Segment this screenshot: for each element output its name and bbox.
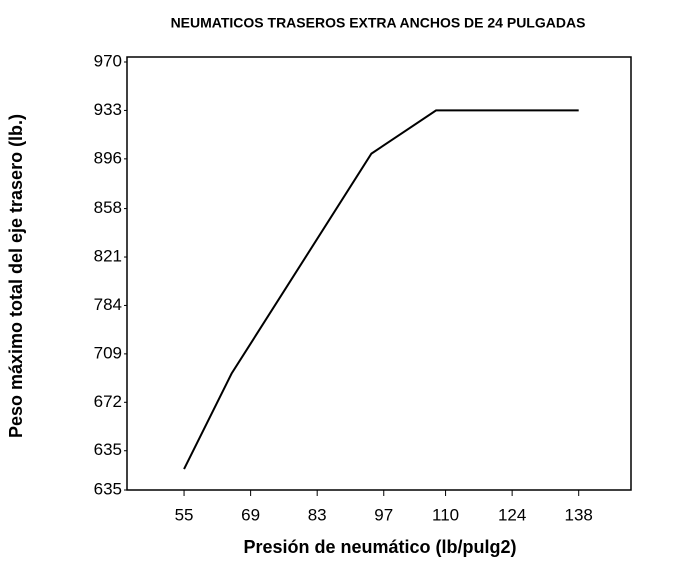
y-tick-label: 784 — [94, 295, 122, 314]
x-tick-label: 124 — [498, 505, 526, 524]
y-tick-label: 858 — [94, 198, 122, 217]
y-tick-label: 933 — [94, 100, 122, 119]
x-tick-label: 69 — [241, 505, 260, 524]
x-tick-label: 83 — [308, 505, 327, 524]
y-tick-label: 896 — [94, 148, 122, 167]
y-tick-label: 709 — [94, 343, 122, 362]
data-line — [183, 109, 579, 470]
x-tick-label: 138 — [565, 505, 593, 524]
y-axis-label: Peso máximo total del eje trasero (lb.) — [6, 114, 26, 438]
y-tick-label: 635 — [94, 440, 122, 459]
plot-frame — [126, 56, 632, 491]
x-tick-label: 110 — [432, 505, 459, 524]
y-tick-label: 821 — [94, 247, 122, 266]
y-tick-label: 672 — [94, 392, 122, 411]
y-tick-label: 635 — [94, 479, 122, 498]
x-tick-label: 55 — [175, 505, 194, 524]
x-axis-label: Presión de neumático (lb/pulg2) — [243, 537, 516, 557]
x-tick-label: 97 — [374, 505, 393, 524]
chart-title: NEUMATICOS TRASEROS EXTRA ANCHOS DE 24 P… — [171, 15, 586, 31]
y-tick-label: 970 — [94, 51, 122, 70]
